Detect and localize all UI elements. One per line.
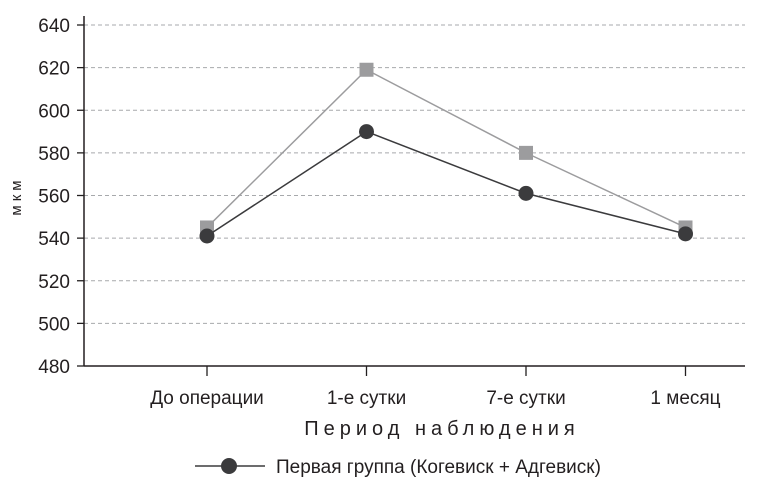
data-point-circle: [199, 228, 215, 244]
legend-label: Первая группа (Когевиск + Адгевиск): [276, 457, 601, 478]
data-point-square: [519, 145, 533, 160]
y-tick-label: 500: [38, 314, 70, 335]
labels: 480 500 520 540 560 580 600 620 640 До операции 1-…: [8, 16, 721, 440]
data-point-circle: [518, 185, 534, 201]
y-tick-label: 580: [38, 144, 70, 165]
legend: Первая группа (Когевиск + Адгевиск): [195, 457, 601, 478]
series: [199, 62, 693, 244]
y-axis-title: мкм: [8, 176, 25, 215]
gridlines: [84, 24, 745, 324]
legend-marker: [221, 458, 237, 474]
x-tick-label: 7-е сутки: [486, 388, 565, 409]
y-tick-label: 540: [38, 229, 70, 250]
axes: [77, 16, 745, 376]
y-tick-label: 520: [38, 272, 70, 293]
x-tick-label: 1-е сутки: [327, 388, 406, 409]
y-tick-label: 640: [38, 16, 70, 37]
y-tick-label: 620: [38, 59, 70, 80]
y-tick-label: 480: [38, 357, 70, 378]
series-line-0: [206, 130, 686, 237]
x-tick-label: 1 месяц: [650, 388, 720, 409]
series-line-1: [206, 68, 686, 229]
y-tick-label: 600: [38, 101, 70, 122]
data-point-circle: [678, 226, 693, 242]
y-tick-label: 560: [38, 187, 70, 208]
x-tick-label: До операции: [150, 388, 264, 409]
data-point-square: [359, 62, 374, 77]
data-point-circle: [359, 124, 374, 140]
x-axis-title: Период наблюдения: [304, 418, 580, 440]
